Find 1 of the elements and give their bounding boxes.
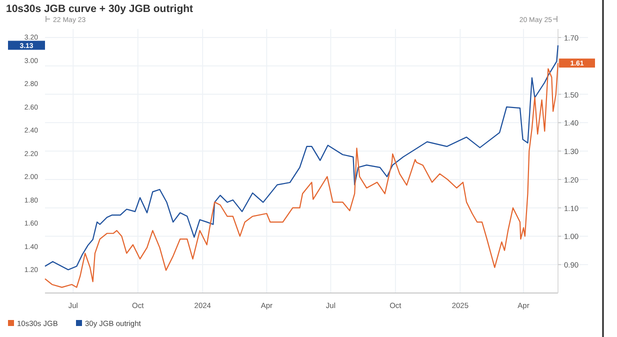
chart-title: 10s30s JGB curve + 30y JGB outright bbox=[6, 3, 194, 15]
